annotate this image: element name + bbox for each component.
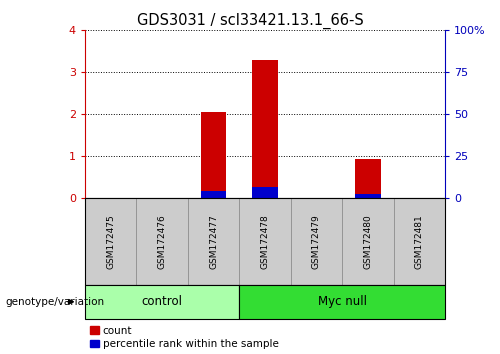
Text: GSM172479: GSM172479 xyxy=(312,214,321,269)
Text: Myc null: Myc null xyxy=(318,295,366,308)
Bar xyxy=(240,285,445,319)
Text: control: control xyxy=(142,295,182,308)
Bar xyxy=(188,198,240,285)
Bar xyxy=(355,159,380,198)
Text: genotype/variation: genotype/variation xyxy=(5,297,104,307)
Bar xyxy=(290,198,342,285)
Text: GSM172478: GSM172478 xyxy=(260,214,270,269)
Bar xyxy=(136,198,188,285)
Bar xyxy=(85,198,136,285)
Text: GSM172475: GSM172475 xyxy=(106,214,115,269)
Text: GDS3031 / scl33421.13.1_66-S: GDS3031 / scl33421.13.1_66-S xyxy=(136,12,364,29)
Bar xyxy=(200,112,226,198)
Legend: count, percentile rank within the sample: count, percentile rank within the sample xyxy=(90,326,278,349)
Text: GSM172480: GSM172480 xyxy=(364,214,372,269)
Bar xyxy=(252,59,278,198)
Bar xyxy=(394,198,445,285)
Text: GSM172476: GSM172476 xyxy=(158,214,166,269)
Bar xyxy=(342,198,394,285)
Bar xyxy=(85,285,239,319)
Bar xyxy=(240,198,290,285)
Bar xyxy=(252,187,278,198)
Bar xyxy=(200,191,226,198)
Bar xyxy=(355,194,380,198)
Text: GSM172481: GSM172481 xyxy=(415,214,424,269)
Text: GSM172477: GSM172477 xyxy=(209,214,218,269)
